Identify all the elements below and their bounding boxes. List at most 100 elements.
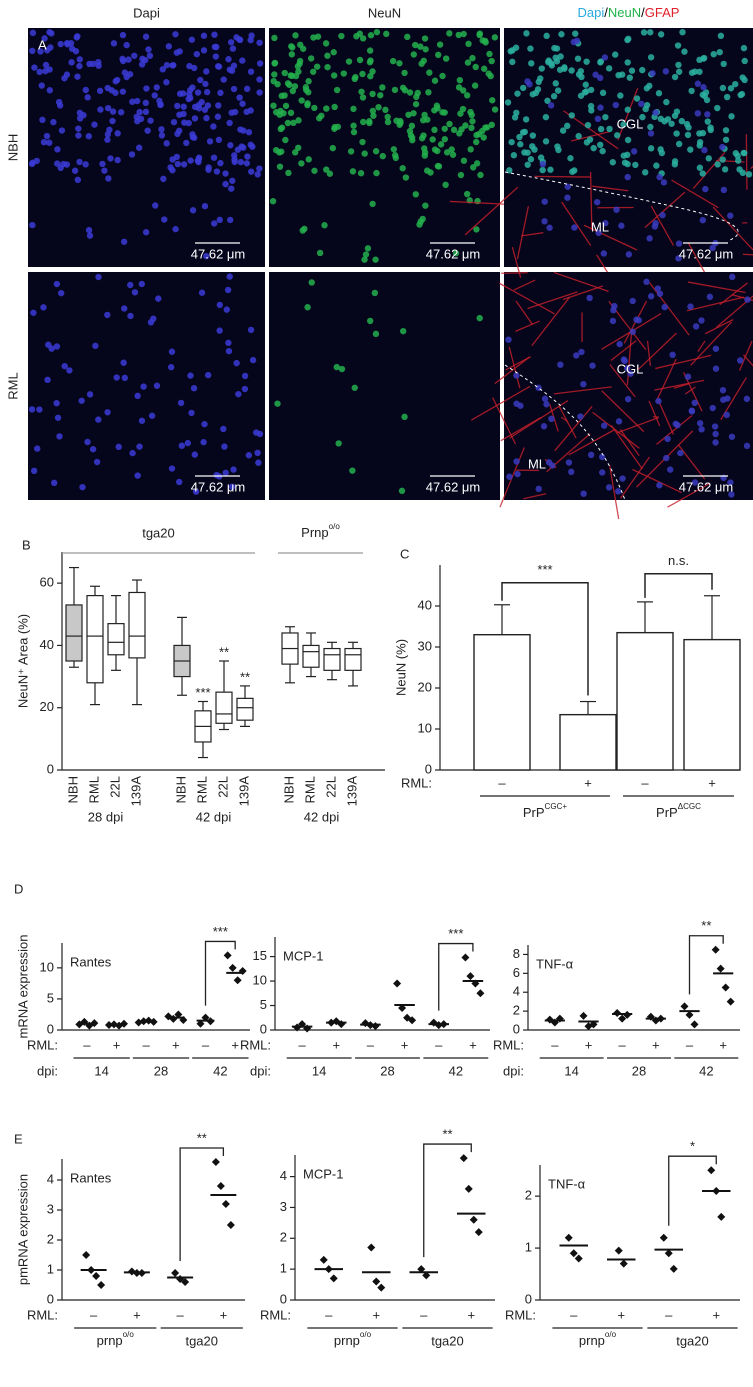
cell [57,289,65,297]
fiber [508,346,521,389]
cell [656,482,663,489]
cell [361,150,368,157]
cell [191,115,199,122]
cell [529,143,536,150]
cell [441,125,448,132]
scale-bar-label: 47.62 μm [679,479,733,494]
cell [643,278,650,286]
cell [673,130,680,137]
cell [514,90,521,97]
cell [285,169,292,177]
column-header: Dapi/NeuN/GFAP [578,5,680,20]
cell [616,340,623,348]
scale-bar-label: 47.62 μm [191,246,245,261]
image-background [504,28,753,267]
cell [548,415,555,423]
cell [147,117,154,124]
point [619,1259,628,1268]
cell [482,37,489,45]
y-tick-label: 20 [40,699,54,714]
cell [710,51,717,58]
cell [664,435,671,443]
cell [48,30,55,37]
cell [740,44,748,52]
y-tick-label: 0 [425,761,432,776]
cell [422,46,429,53]
cell [371,289,379,297]
bar [473,634,531,771]
cell [170,61,177,69]
cell [743,442,751,450]
cell [85,226,93,234]
box [302,644,320,668]
box [65,604,83,662]
y-tick-label: 0 [47,761,54,776]
cell [189,84,196,91]
cell [439,72,446,80]
micrograph: 47.62 μm [269,28,500,267]
fiber [500,416,542,442]
cell [366,59,374,66]
cell [656,290,664,297]
cell [119,57,127,65]
cell [53,280,61,288]
fiber [553,271,609,292]
cell [338,32,345,40]
fiber [673,383,690,389]
cell [353,33,360,40]
cell [230,85,238,93]
group-label-main: prnp [334,1333,360,1348]
cell [225,339,232,347]
cell [412,100,420,108]
cell [701,146,708,154]
cell [488,57,495,65]
x-tick-label: 22L [107,776,122,798]
x-tick-label: + [401,1037,409,1052]
cell [677,449,684,457]
x-tick-label: – [90,1307,98,1322]
fiber [655,354,712,370]
cell [393,117,400,124]
cell [163,140,170,147]
box [128,591,146,659]
point [564,1233,573,1242]
cell [571,224,578,231]
x-tick-label: + [113,1037,121,1052]
cell [391,86,399,94]
fiber [609,364,636,398]
cell [369,90,376,98]
cell [213,168,221,175]
cell [107,155,114,162]
fiber [499,282,555,315]
cell [419,215,426,223]
cell [287,72,294,79]
fiber [583,224,638,251]
cell [473,160,481,167]
box [236,697,254,721]
cell [110,40,118,47]
cell [330,72,338,79]
cell [431,146,439,153]
cell [605,484,613,491]
cell [652,109,659,116]
cell [200,32,208,39]
cell [214,63,222,70]
cell [54,414,62,421]
column-header: Dapi [133,5,160,20]
x-tick-label: – [498,775,506,790]
y-axis-label: pmRNA expression [15,1174,30,1285]
cell [586,294,593,302]
cell [745,171,753,178]
cell [245,129,253,136]
cell [707,126,714,134]
cell [675,240,683,247]
chart-title: Rantes [70,1170,112,1185]
cell [121,374,129,382]
y-axis-label: NeuN⁺ Area (%) [15,614,30,708]
y-tick-label: 2 [280,1230,287,1245]
cell [172,31,179,38]
chart-title: MCP-1 [303,1166,343,1181]
x-tick-label: + [332,1037,340,1052]
cell [227,39,235,46]
cell [450,126,458,134]
